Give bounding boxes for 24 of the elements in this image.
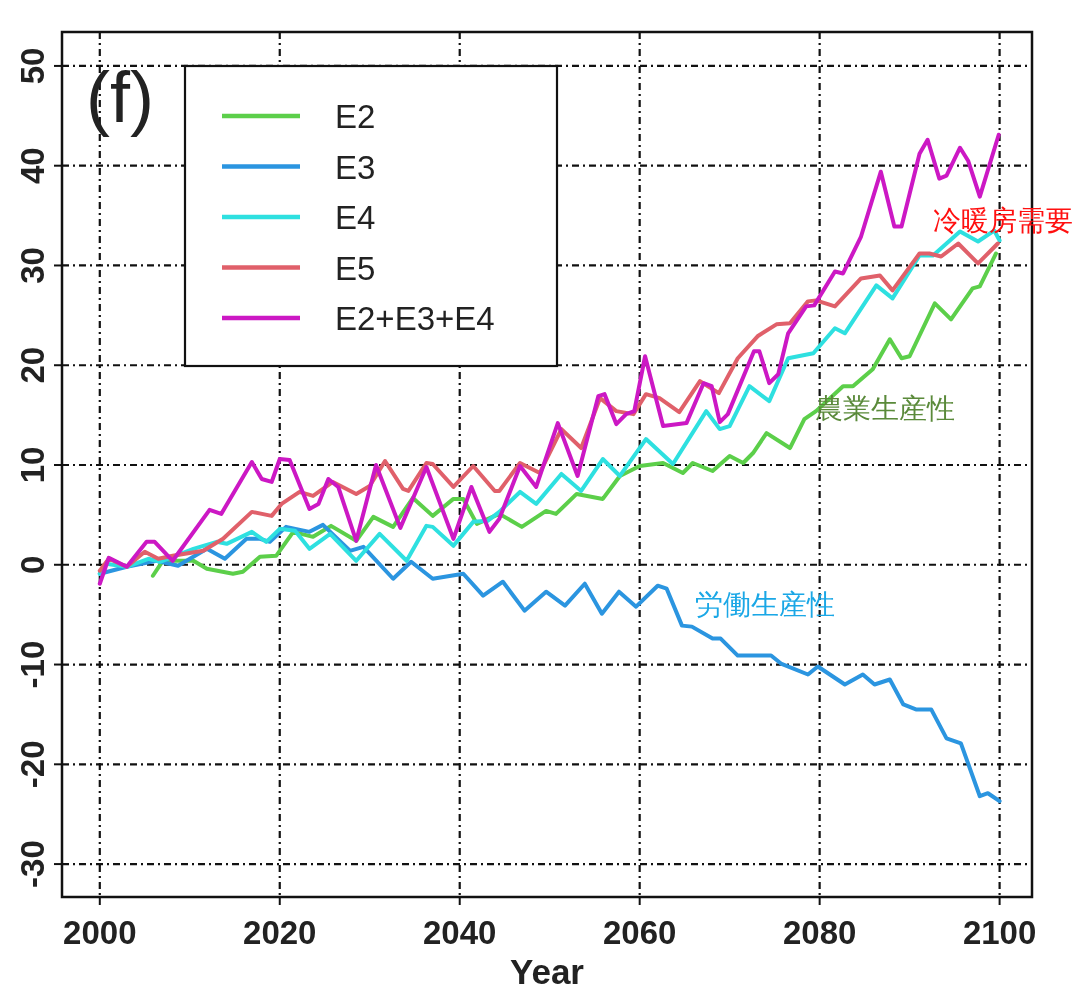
x-tick-label: 2040 xyxy=(423,914,497,951)
legend-label: E4 xyxy=(335,199,376,236)
annotation: 農業生産性 xyxy=(815,393,955,424)
x-tick-label: 2020 xyxy=(243,914,317,951)
legend-label: E5 xyxy=(335,249,376,287)
y-tick-label: 10 xyxy=(14,446,51,484)
x-tick-label: 2080 xyxy=(782,914,857,951)
x-tick-label: 2060 xyxy=(602,914,677,951)
annotation: 労働生産性 xyxy=(695,589,835,620)
x-tick-label: 2000 xyxy=(63,914,137,951)
y-tick-label: 40 xyxy=(14,147,51,185)
x-tick-label: 2100 xyxy=(962,914,1037,951)
y-tick-label: -30 xyxy=(14,840,51,888)
legend-label: E2+E3+E4 xyxy=(335,300,495,337)
y-tick-label: 50 xyxy=(14,47,51,85)
y-tick-label: 30 xyxy=(14,247,51,284)
y-tick-label: 20 xyxy=(14,346,51,384)
legend-label: E3 xyxy=(335,148,376,186)
y-tick-label: -20 xyxy=(14,740,51,789)
chart-title: (f) xyxy=(86,57,154,137)
x-axis-title: Year xyxy=(510,952,585,991)
legend-label: E2 xyxy=(335,98,376,135)
y-tick-label: 0 xyxy=(14,555,51,574)
y-tick-label: -10 xyxy=(14,640,51,689)
